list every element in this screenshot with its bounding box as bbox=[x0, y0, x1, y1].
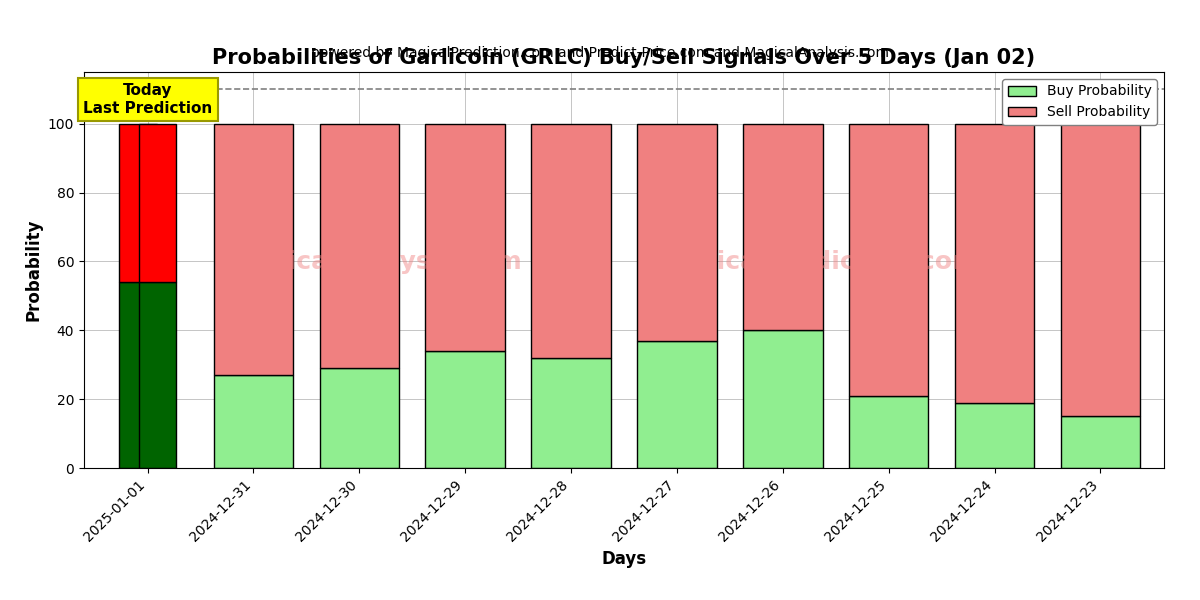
Bar bbox=[637, 124, 716, 341]
Text: powered by MagicalPrediction.com and Predict-Price.com and MagicalAnalysis.com: powered by MagicalPrediction.com and Pre… bbox=[311, 46, 889, 60]
Bar bbox=[955, 124, 1034, 403]
Bar bbox=[532, 358, 611, 468]
Bar bbox=[743, 330, 822, 468]
Bar bbox=[955, 403, 1034, 468]
Text: MagicalPrediction.com: MagicalPrediction.com bbox=[658, 250, 979, 274]
Y-axis label: Probability: Probability bbox=[24, 219, 42, 321]
Legend: Buy Probability, Sell Probability: Buy Probability, Sell Probability bbox=[1002, 79, 1157, 125]
Title: Probabilities of Garlicoin (GRLC) Buy/Sell Signals Over 5 Days (Jan 02): Probabilities of Garlicoin (GRLC) Buy/Se… bbox=[212, 47, 1036, 68]
Bar bbox=[120, 124, 156, 282]
Bar bbox=[138, 282, 175, 468]
Bar bbox=[426, 124, 505, 351]
Bar bbox=[319, 124, 400, 368]
Bar bbox=[319, 368, 400, 468]
Bar bbox=[214, 375, 293, 468]
Bar bbox=[120, 282, 156, 468]
Bar bbox=[850, 124, 929, 395]
Text: Today
Last Prediction: Today Last Prediction bbox=[83, 83, 212, 116]
Bar bbox=[426, 351, 505, 468]
Bar bbox=[850, 395, 929, 468]
Bar bbox=[138, 124, 175, 282]
X-axis label: Days: Days bbox=[601, 550, 647, 568]
Text: MagicalAnalysis.com: MagicalAnalysis.com bbox=[229, 250, 522, 274]
Bar bbox=[1061, 416, 1140, 468]
Bar bbox=[743, 124, 822, 330]
Bar bbox=[1061, 124, 1140, 416]
Bar bbox=[214, 124, 293, 375]
Bar bbox=[532, 124, 611, 358]
Bar bbox=[637, 341, 716, 468]
